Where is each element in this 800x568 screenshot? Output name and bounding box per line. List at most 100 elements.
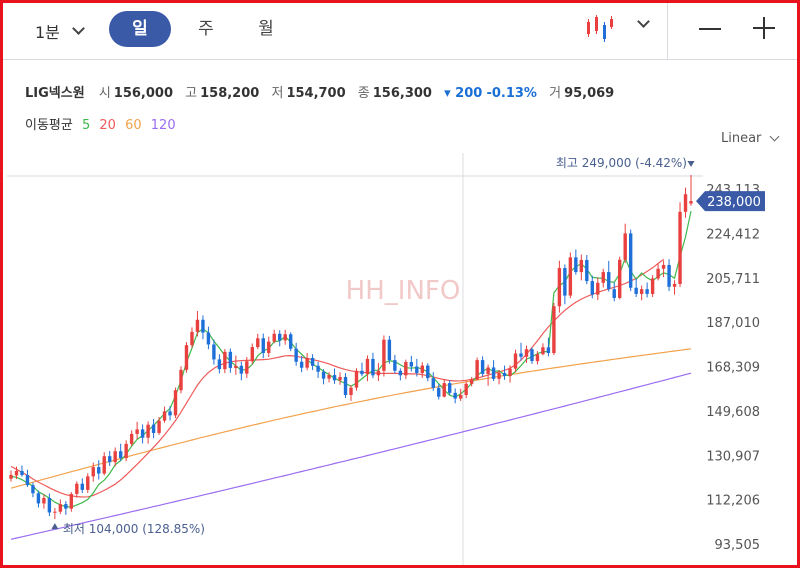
- y-tick-label: 168,309: [706, 361, 760, 376]
- candle-body: [47, 497, 52, 513]
- candle-body: [683, 194, 688, 212]
- scale-dropdown[interactable]: Linear: [721, 131, 780, 146]
- change-percent: -0.13%: [486, 86, 537, 101]
- candle-body: [80, 483, 84, 490]
- candle-body: [530, 349, 534, 362]
- candle-body: [618, 259, 622, 298]
- candle-body: [601, 272, 605, 283]
- candle-body: [69, 493, 74, 509]
- tab-week[interactable]: 주: [198, 19, 214, 39]
- high-marker-label: 최고 249,000 (-4.42%): [556, 156, 687, 170]
- candle-body: [437, 387, 441, 397]
- candle-body: [179, 369, 183, 391]
- candle-body: [535, 354, 540, 362]
- candle-body: [305, 357, 309, 368]
- tab-month[interactable]: 월: [258, 19, 274, 39]
- candle-body: [552, 306, 556, 353]
- candle-body: [173, 390, 178, 416]
- candle-body: [146, 424, 150, 438]
- candle-body: [497, 372, 501, 379]
- candle-body: [607, 272, 611, 290]
- chart-toolbar: 1분 일 주 월: [3, 3, 797, 60]
- volume-label: 거: [549, 86, 562, 101]
- candle-body: [168, 411, 172, 416]
- candle-body: [678, 211, 682, 284]
- candle-body: [14, 470, 19, 476]
- candle-body: [557, 268, 562, 307]
- y-tick-label: 149,608: [706, 405, 760, 420]
- change-value: ▾ 200: [444, 86, 483, 101]
- candle-body: [234, 365, 238, 368]
- candle-body: [64, 504, 68, 509]
- candle-body: [321, 371, 326, 379]
- candle-body: [316, 365, 320, 372]
- candle-body: [86, 476, 90, 490]
- candle-body: [365, 358, 370, 375]
- ma5-line: [10, 210, 692, 508]
- current-price-tag: [696, 191, 765, 212]
- price-chart[interactable]: HH_INFO 최고 249,000 (-4.42%) 최저 104,000 (12…: [3, 3, 797, 565]
- candle-body: [151, 424, 156, 433]
- candle-body: [508, 368, 512, 377]
- candle-body: [310, 357, 315, 366]
- candle-body: [108, 456, 112, 463]
- zoom-out-icon[interactable]: [699, 28, 721, 30]
- candle-body: [661, 264, 666, 269]
- y-tick-label: 224,412: [706, 227, 760, 242]
- low-value: 154,700: [286, 86, 346, 101]
- candle-body: [639, 289, 644, 294]
- candle-body: [546, 347, 551, 353]
- y-tick-label: 130,907: [706, 449, 760, 464]
- candle-body: [453, 392, 457, 399]
- ma60-line: [10, 348, 692, 489]
- candle-body: [480, 360, 485, 374]
- candle-body: [261, 338, 265, 353]
- candle-body: [245, 361, 249, 374]
- moving-average-legend: 이동평균 5 20 60 120: [25, 114, 181, 133]
- tab-day[interactable]: 일: [109, 11, 171, 47]
- candle-body: [354, 370, 359, 388]
- candle-body: [431, 378, 435, 388]
- candle-body: [382, 339, 386, 371]
- candle-body: [689, 201, 693, 204]
- candle-body: [393, 360, 397, 371]
- candle-body: [415, 366, 419, 373]
- candle-body: [201, 319, 205, 333]
- candle-body: [102, 456, 106, 474]
- y-tick-label: 187,010: [706, 316, 760, 331]
- candle-body: [25, 474, 30, 486]
- candle-body: [475, 360, 479, 380]
- interval-label: 1분: [35, 23, 60, 42]
- ma-5-label: 5: [81, 118, 91, 133]
- candle-body: [278, 333, 282, 341]
- candle-body: [541, 347, 545, 355]
- candle-body: [217, 359, 222, 370]
- candle-body: [223, 351, 227, 370]
- candle-body: [256, 338, 260, 348]
- candle-body: [239, 365, 244, 374]
- candle-body: [656, 268, 660, 279]
- stock-name: LIG넥스원: [25, 86, 85, 101]
- candle-body: [288, 334, 293, 349]
- y-tick-label: 205,711: [706, 272, 760, 287]
- high-label: 고: [185, 86, 198, 101]
- candle-body: [299, 361, 304, 368]
- zoom-in-icon[interactable]: [753, 17, 775, 39]
- watermark: HH_INFO: [346, 276, 461, 306]
- candle-body: [590, 281, 594, 295]
- candle-body: [502, 372, 507, 377]
- interval-dropdown[interactable]: 1분: [35, 19, 85, 43]
- candle-body: [118, 451, 123, 459]
- candle-body: [371, 358, 375, 376]
- candle-body: [58, 504, 63, 512]
- candle-body: [343, 376, 348, 395]
- candle-body: [574, 257, 578, 273]
- toolbar-divider: [667, 3, 668, 59]
- candle-body: [42, 497, 46, 504]
- candle-body: [36, 493, 41, 504]
- candle-body: [327, 375, 331, 379]
- candlestick-chart-icon[interactable]: [585, 13, 615, 43]
- candle-body: [387, 339, 392, 361]
- candle-body: [491, 367, 496, 379]
